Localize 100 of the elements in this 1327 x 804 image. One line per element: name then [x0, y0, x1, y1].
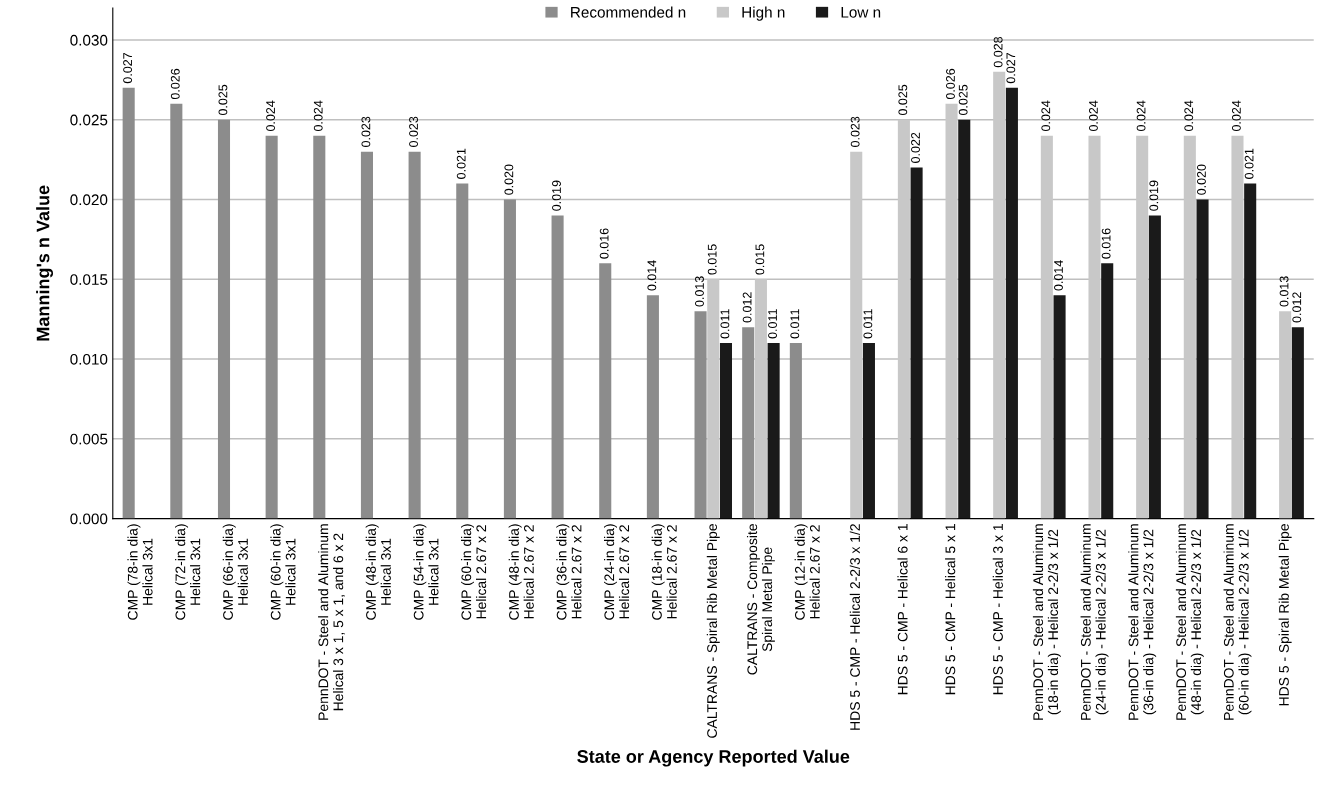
bar: [1101, 263, 1114, 519]
x-tick-label: PennDOT - Steel and Aluminum (60-in dia) - Helical 2-2/3 x 1/2: [1223, 524, 1252, 720]
data-label: 0.020: [1197, 164, 1206, 195]
data-label: 0.016: [599, 228, 609, 259]
x-tick-label: PennDOT - Steel and Aluminum (18-in dia) - Helical 2-2/3 x 1/2: [1032, 524, 1061, 720]
bar: [694, 311, 707, 519]
x-tick-label: CMP (60-in dia) Helical 2.67 x 2: [461, 524, 487, 620]
data-label: 0.019: [1149, 180, 1159, 211]
data-label: 0.022: [911, 132, 920, 163]
bar: [1148, 215, 1161, 519]
y-tick-label: 0.000: [70, 513, 108, 525]
bar: [217, 119, 231, 519]
bar: [551, 215, 564, 519]
data-label: 0.011: [863, 309, 873, 339]
bar: [910, 167, 923, 519]
x-tick-label: CMP (54-in dia) Helical 3x1: [413, 524, 439, 620]
data-label: 0.014: [1054, 260, 1063, 291]
data-label: 0.024: [1089, 100, 1098, 132]
x-tick-label: HDS 5 - CMP - Helical 3 x 1: [992, 524, 1003, 695]
bar: [767, 343, 780, 519]
x-tick-label: CMP (60-in dia) Helical 3x1: [270, 524, 296, 620]
x-tick-label: CMP (36-in dia) Helical 2.67 x 2: [556, 524, 582, 620]
legend-label: High n: [742, 6, 785, 21]
y-tick-label: 0.020: [70, 194, 108, 206]
legend-label: Recommended n: [571, 6, 686, 18]
data-label: 0.027: [1006, 52, 1016, 84]
y-tick-label: 0.005: [70, 433, 108, 445]
x-tick-label: PennDOT - Steel and Aluminum Helical 3 x 1, 5 x 1, and 6 x 2: [318, 524, 345, 720]
bar: [599, 263, 612, 519]
bar: [265, 135, 278, 519]
x-tick-label: CMP (48-in dia) Helical 3x1: [365, 524, 391, 620]
data-label: 0.013: [695, 276, 704, 307]
data-label: 0.015: [707, 244, 717, 275]
data-label: 0.016: [1101, 228, 1111, 259]
x-tick-label: CMP (12-in dia) Helical 2.67 x 2: [794, 524, 820, 620]
y-tick-label: 0.010: [70, 353, 108, 365]
data-label: 0.012: [742, 292, 752, 323]
data-label: 0.021: [1244, 148, 1254, 179]
x-tick-label: CMP (24-in dia) Helical 2.67 x 2: [604, 524, 630, 620]
bar: [360, 151, 373, 519]
bar: [1053, 295, 1066, 519]
data-label: 0.019: [552, 180, 561, 211]
bar: [1005, 87, 1018, 519]
data-label: 0.013: [1279, 276, 1289, 307]
data-label: 0.024: [1136, 100, 1146, 132]
x-tick-label: HDS 5 - CMP - Helical 2-2/3 x 1/2: [849, 524, 860, 730]
x-tick-label: CMP (72-in dia) Helical 3x1: [175, 524, 201, 620]
data-label: 0.023: [850, 116, 860, 147]
bar: [1291, 327, 1304, 519]
data-label: 0.023: [361, 116, 371, 147]
x-tick-label: HDS 5 - CMP - Helical 5 x 1: [945, 524, 956, 695]
bar: [1244, 183, 1257, 519]
bar: [503, 199, 516, 519]
data-label: 0.011: [720, 309, 730, 339]
data-label: 0.028: [993, 36, 1003, 68]
y-axis-title: Manning's n Value: [36, 185, 54, 341]
data-label: 0.015: [755, 244, 765, 275]
legend-label: Low n: [841, 7, 881, 18]
data-label: 0.024: [1184, 100, 1194, 132]
bar: [862, 343, 875, 519]
x-tick-label: CMP (66-in dia) Helical 3x1: [222, 524, 248, 620]
x-tick-label: CMP (18-in dia) Helical 2.67 x 2: [651, 524, 677, 620]
data-label: 0.026: [946, 68, 955, 100]
y-tick-label: 0.030: [70, 34, 108, 46]
bar: [958, 119, 971, 519]
bar: [742, 327, 755, 519]
bar: [1196, 199, 1209, 519]
bar: [170, 103, 183, 519]
x-tick-label: PennDOT - Steel and Aluminum (48-in dia) - Helical 2-2/3 x 1/2: [1175, 524, 1204, 720]
data-label: 0.020: [504, 164, 514, 195]
data-label: 0.021: [456, 148, 466, 179]
data-label: 0.026: [170, 68, 180, 100]
x-axis-title: State or Agency Reported Value: [577, 749, 850, 767]
x-tick-label: HDS 5 - CMP - Helical 6 x 1: [897, 524, 908, 695]
data-label: 0.025: [958, 84, 968, 116]
data-label: 0.014: [647, 260, 657, 291]
bar: [789, 343, 802, 519]
data-label: 0.012: [1292, 292, 1302, 323]
data-label: 0.011: [790, 309, 800, 339]
data-label: 0.024: [1231, 100, 1241, 132]
bar: [456, 183, 469, 519]
data-label: 0.024: [266, 100, 275, 132]
data-label: 0.023: [409, 116, 418, 147]
x-tick-label: CMP (78-in dia) Helical 3x1: [127, 524, 153, 620]
bar: [313, 135, 326, 519]
x-tick-label: HDS 5 - Spiral Rib Metal Pipe: [1278, 524, 1292, 706]
data-label: 0.025: [218, 84, 228, 116]
data-label: 0.011: [768, 309, 777, 339]
y-tick-label: 0.015: [70, 274, 108, 285]
x-tick-label: CALTRANS - Spiral Rib Metal Pipe: [706, 524, 720, 738]
x-tick-label: CMP (48-in dia) Helical 2.67 x 2: [508, 524, 534, 620]
bar: [646, 295, 659, 519]
data-label: 0.024: [1041, 100, 1051, 132]
x-tick-label: PennDOT - Steel and Aluminum (24-in dia) - Helical 2-2/3 x 1/2: [1080, 524, 1109, 720]
x-tick-label: CALTRANS - Composite Spiral Metal Pipe: [746, 524, 775, 675]
data-label: 0.024: [313, 100, 323, 132]
data-label: 0.027: [123, 52, 133, 84]
x-tick-label: PennDOT - Steel and Aluminum (36-in dia) - Helical 2-2/3 x 1/2: [1128, 524, 1157, 720]
data-label: 0.025: [898, 84, 908, 116]
bar: [122, 87, 135, 519]
